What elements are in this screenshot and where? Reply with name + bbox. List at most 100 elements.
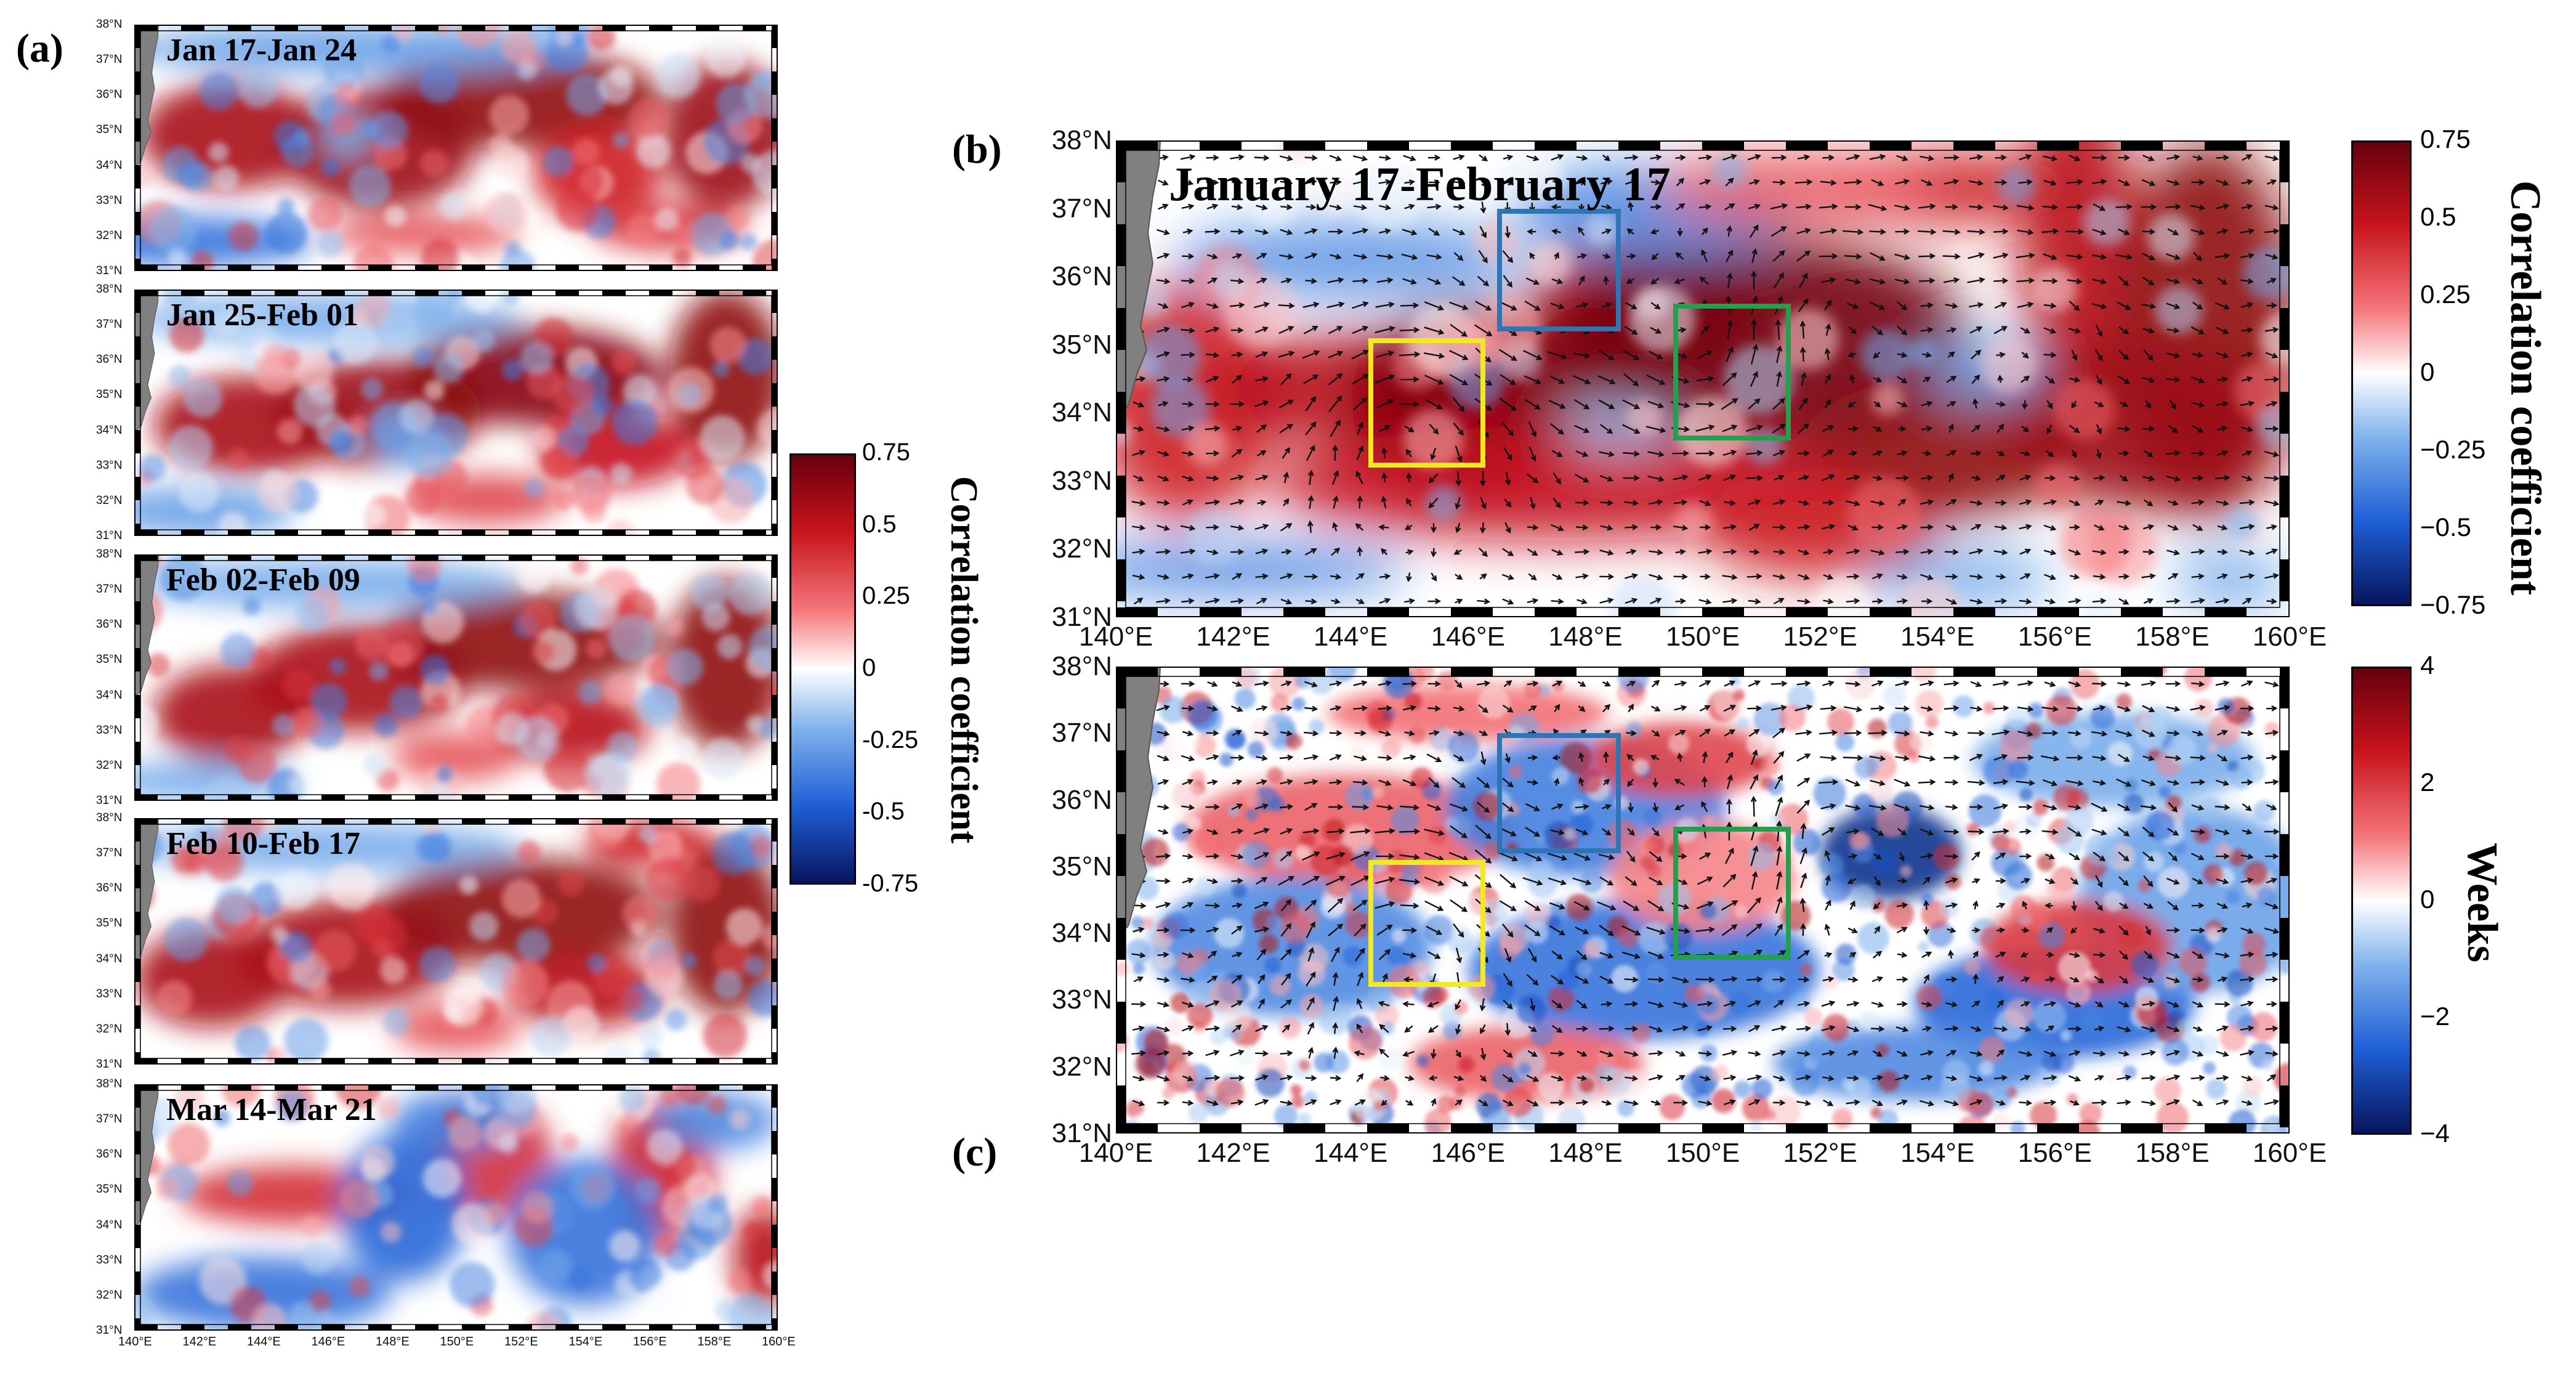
colorbar-b-gradient xyxy=(2353,142,2410,604)
panel-c-lon-tick: 144°E xyxy=(1314,1138,1388,1168)
panel-a-lon-tick: 150°E xyxy=(440,1335,474,1349)
panel-b-lon-tick: 158°E xyxy=(2135,622,2210,652)
panel-c-lon-tick: 146°E xyxy=(1431,1138,1505,1168)
panel-a-lat-tick: 36°N xyxy=(96,1148,123,1161)
panel-a-lat-tick: 37°N xyxy=(96,1113,123,1126)
panel-b-lon-tick: 142°E xyxy=(1196,622,1270,652)
panel-a-lat-tick: 35°N xyxy=(96,1183,123,1196)
colorbar-a-tick-label: -0.25 xyxy=(862,726,919,753)
panel-b-lon-tick: 148°E xyxy=(1548,622,1623,652)
panel-b-map-border xyxy=(1116,140,2290,617)
panel-a-lat-tick: 32°N xyxy=(96,1288,123,1302)
panel-b-correlation-field xyxy=(1116,140,2290,617)
colorbar-a-tick-label: -0.75 xyxy=(862,870,919,897)
panel-a-lat-tick: 31°N xyxy=(96,794,123,807)
panel-b-lat-tick: 32°N xyxy=(1051,533,1112,564)
panel-c-lat-tick: 35°N xyxy=(1051,851,1112,882)
panel-a-lat-tick: 38°N xyxy=(96,1077,123,1090)
panel-b-label: (b) xyxy=(952,127,1002,172)
panel-b-lat-tick: 36°N xyxy=(1051,261,1112,292)
panel-a-lat-tick: 32°N xyxy=(96,493,123,507)
panel-a-map-4-field xyxy=(134,818,778,1065)
panel-c-lon-tick: 142°E xyxy=(1196,1138,1270,1168)
panel-c-lat-tick: 37°N xyxy=(1051,718,1112,748)
panel-a-lon-tick: 144°E xyxy=(247,1335,281,1349)
colorbar-b xyxy=(2351,140,2412,606)
panel-b-lat-tick: 34°N xyxy=(1051,397,1112,428)
panel-c-lat-tick: 34°N xyxy=(1051,918,1112,949)
panel-c-japan-coast xyxy=(1116,667,1161,939)
panel-a-map-3-border xyxy=(134,554,778,801)
panel-a-map-5-border xyxy=(134,1084,778,1331)
panel-c-lat-tick: 31°N xyxy=(1051,1118,1112,1148)
panel-a-lat-tick: 32°N xyxy=(96,229,123,242)
panel-c-lat-tick: 38°N xyxy=(1051,651,1112,681)
panel-a-lat-tick: 36°N xyxy=(96,88,123,102)
panel-a-lat-tick: 37°N xyxy=(96,53,123,67)
colorbar-a-tick-label: 0.75 xyxy=(862,439,910,466)
panel-c-lon-tick: 148°E xyxy=(1548,1138,1623,1168)
panel-b-lon-tick: 156°E xyxy=(2017,622,2092,652)
panel-a-lon-tick: 156°E xyxy=(633,1335,667,1349)
panel-a-map-4-border xyxy=(134,818,778,1065)
panel-b-lon-tick: 152°E xyxy=(1783,622,1857,652)
panel-a-map-1-border xyxy=(134,25,778,271)
panel-b-yellow-region-box xyxy=(1368,338,1486,468)
panel-a-lat-tick: 33°N xyxy=(96,193,123,207)
panel-b-lon-tick: 150°E xyxy=(1665,622,1740,652)
panel-a-lat-tick: 34°N xyxy=(96,423,123,437)
panel-a-lat-tick: 35°N xyxy=(96,388,123,402)
panel-a-lat-tick: 31°N xyxy=(96,529,123,542)
panel-c-lon-tick: 150°E xyxy=(1665,1138,1740,1168)
panel-b-lon-tick: 146°E xyxy=(1431,622,1505,652)
panel-c-lat-tick: 33°N xyxy=(1051,984,1112,1015)
panel-a-lon-tick: 152°E xyxy=(504,1335,538,1349)
panel-b-lon-tick: 144°E xyxy=(1314,622,1388,652)
colorbar-c-tick-label: 2 xyxy=(2420,767,2435,797)
panel-c-lat-tick: 36°N xyxy=(1051,784,1112,815)
panel-a-map-1-field xyxy=(134,25,778,271)
panel-a-map-3: Feb 02-Feb 09 xyxy=(134,554,778,801)
panel-a-label: (a) xyxy=(16,26,63,71)
panel-b-lon-tick: 140°E xyxy=(1078,622,1153,652)
panel-a-lat-tick: 31°N xyxy=(96,264,123,277)
colorbar-b-tick-label: −0.75 xyxy=(2420,590,2486,619)
panel-b-lon-tick: 154°E xyxy=(1900,622,1975,652)
panel-b-lat-tick: 38°N xyxy=(1051,125,1112,155)
panel-a-map-3-title: Feb 02-Feb 09 xyxy=(166,562,360,598)
panel-a-lat-tick: 31°N xyxy=(96,1324,123,1337)
panel-a-lat-tick: 36°N xyxy=(96,618,123,631)
panel-b-lat-tick: 37°N xyxy=(1051,193,1112,224)
colorbar-b-tick-label: 0.5 xyxy=(2420,201,2457,231)
panel-b-lon-tick: 160°E xyxy=(2252,622,2327,652)
panel-a-lat-tick: 35°N xyxy=(96,123,123,137)
panel-c-map xyxy=(1116,667,2290,1134)
panel-a-lat-tick: 36°N xyxy=(96,882,123,895)
panel-c-lon-tick: 160°E xyxy=(2252,1138,2327,1168)
panel-a-lat-tick: 31°N xyxy=(96,1058,123,1071)
colorbar-c-tick-label: −2 xyxy=(2420,1001,2450,1031)
panel-a-lat-tick: 32°N xyxy=(96,1022,123,1036)
panel-a-lon-tick: 158°E xyxy=(697,1335,732,1349)
panel-a-lon-tick: 148°E xyxy=(376,1335,410,1349)
colorbar-a-gradient xyxy=(791,455,854,883)
panel-c-lon-tick: 152°E xyxy=(1783,1138,1857,1168)
panel-a-map-3-field xyxy=(134,554,778,801)
colorbar-c-tick-label: 0 xyxy=(2420,884,2435,914)
panel-c-lon-tick: 156°E xyxy=(2017,1138,2092,1168)
colorbar-c-gradient xyxy=(2353,668,2410,1133)
panel-c-lat-tick: 32°N xyxy=(1051,1051,1112,1082)
panel-a-lat-tick: 34°N xyxy=(96,158,123,172)
panel-a-map-5: Mar 14-Mar 21 xyxy=(134,1084,778,1331)
panel-b-lat-tick: 35°N xyxy=(1051,329,1112,360)
colorbar-a-tick-label: 0 xyxy=(862,654,876,681)
panel-b-green-region-box xyxy=(1673,304,1791,440)
panel-a-map-2-border xyxy=(134,290,778,536)
panel-a-map-5-field xyxy=(134,1084,778,1331)
panel-a-lat-tick: 33°N xyxy=(96,1253,123,1267)
panel-a-lat-tick: 37°N xyxy=(96,318,123,331)
panel-b-lat-tick: 33°N xyxy=(1051,465,1112,496)
panel-a-lat-tick: 34°N xyxy=(96,952,123,965)
colorbar-b-tick-label: 0.75 xyxy=(2420,124,2471,153)
panel-a-map-1: Jan 17-Jan 24 xyxy=(134,25,778,271)
